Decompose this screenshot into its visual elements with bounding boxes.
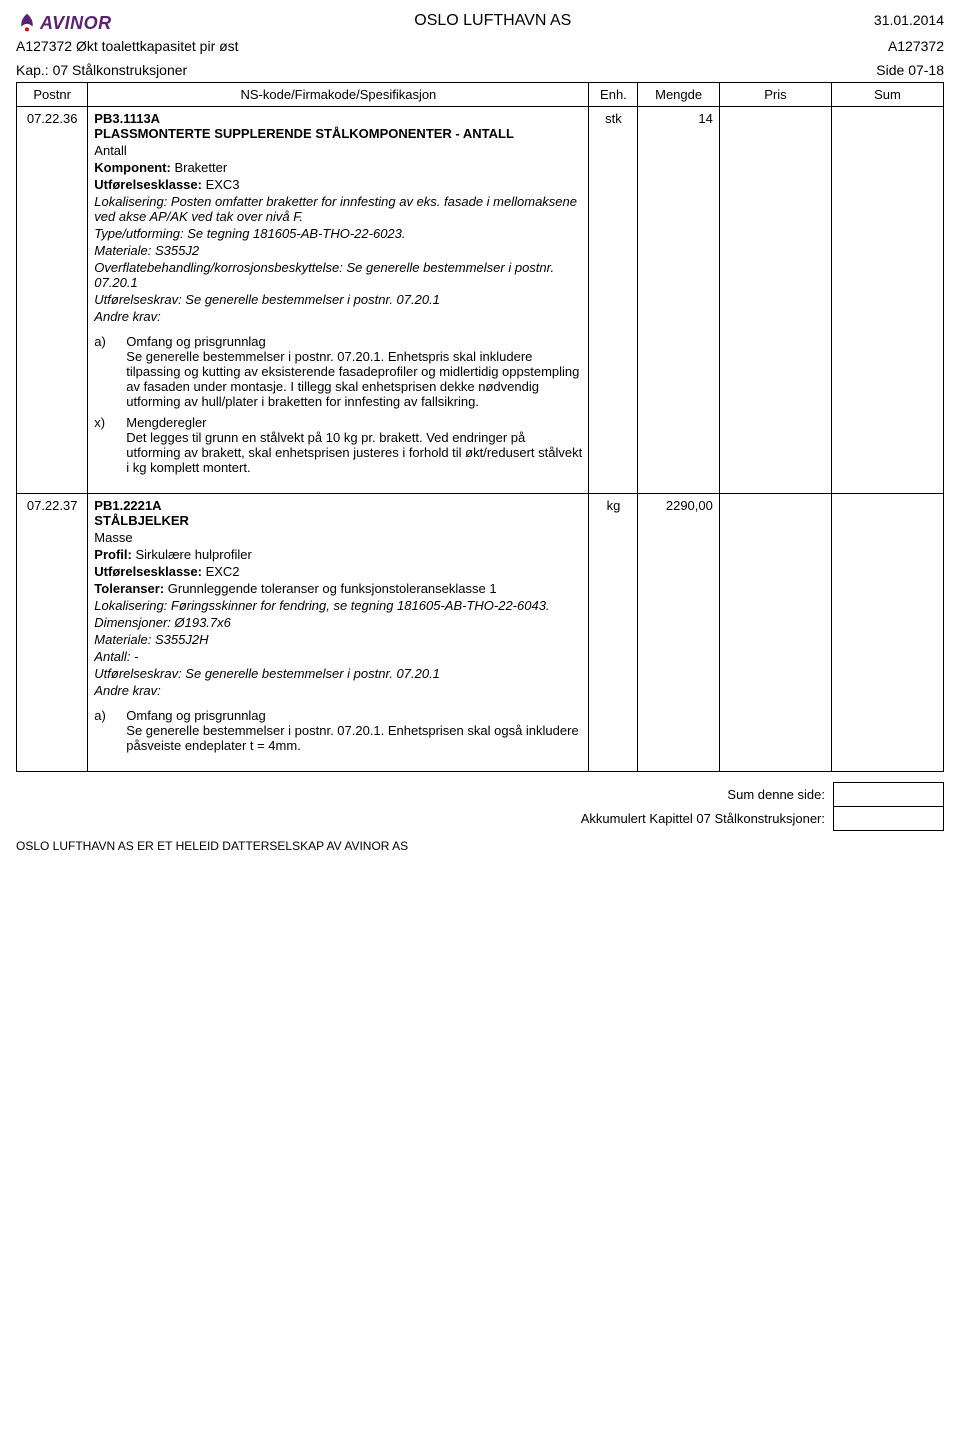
page-header: AVINOR OSLO LUFTHAVN AS 31.01.2014 [16,12,944,34]
spec-italic-line: Dimensjoner: Ø193.7x6 [94,615,582,630]
sublist-label: x) [94,415,116,475]
sum-side-label: Sum denne side: [573,783,834,807]
spec-title: PLASSMONTERTE SUPPLERENDE STÅLKOMPONENTE… [94,126,582,141]
sum-cell [831,494,943,772]
col-mengde: Mengde [638,83,719,107]
measure-label: Masse [94,530,582,545]
sublist-text: Omfang og prisgrunnlagSe generelle beste… [126,334,582,409]
andre-krav-label: Andre krav: [94,309,582,324]
sublist-item: a)Omfang og prisgrunnlagSe generelle bes… [94,708,582,753]
mengde-cell: 2290,00 [638,494,719,772]
spec-cell: PB3.1113APLASSMONTERTE SUPPLERENDE STÅLK… [88,107,589,494]
spec-line: Komponent: Braketter [94,160,582,175]
measure-label: Antall [94,143,582,158]
logo-text: AVINOR [40,13,112,34]
sum-cell [831,107,943,494]
pris-cell [719,494,831,772]
sublist-item: x)MengdereglerDet legges til grunn en st… [94,415,582,475]
spec-italic-line: Lokalisering: Føringsskinner for fendrin… [94,598,582,613]
col-postnr: Postnr [17,83,88,107]
postnr-cell: 07.22.37 [17,494,88,772]
project-title: A127372 Økt toalettkapasitet pir øst [16,38,239,54]
spec-italic-line: Utførelseskrav: Se generelle bestemmelse… [94,666,582,681]
spec-italic-line: Type/utforming: Se tegning 181605-AB-THO… [94,226,582,241]
postnr-cell: 07.22.36 [17,107,88,494]
header-date: 31.01.2014 [874,12,944,28]
andre-krav-label: Andre krav: [94,683,582,698]
subheader-2: Kap.: 07 Stålkonstruksjoner Side 07-18 [16,62,944,78]
akkumulert-box [834,807,944,831]
pris-cell [719,107,831,494]
spec-line: Utførelsesklasse: EXC3 [94,177,582,192]
spec-code: PB1.2221A [94,498,582,513]
col-sum: Sum [831,83,943,107]
sum-side-box [834,783,944,807]
col-spes: NS-kode/Firmakode/Spesifikasjon [88,83,589,107]
mengde-cell: 14 [638,107,719,494]
spec-line: Toleranser: Grunnleggende toleranser og … [94,581,582,596]
col-pris: Pris [719,83,831,107]
subheader: A127372 Økt toalettkapasitet pir øst A12… [16,38,944,54]
logo: AVINOR [16,12,112,34]
enh-cell: stk [589,107,638,494]
header-title: OSLO LUFTHAVN AS [112,12,874,30]
enh-cell: kg [589,494,638,772]
table-row: 07.22.36PB3.1113APLASSMONTERTE SUPPLEREN… [17,107,944,494]
spec-italic-line: Utførelseskrav: Se generelle bestemmelse… [94,292,582,307]
akkumulert-label: Akkumulert Kapittel 07 Stålkonstruksjone… [573,807,834,831]
spec-table: Postnr NS-kode/Firmakode/Spesifikasjon E… [16,82,944,772]
table-row: 07.22.37 PB1.2221ASTÅLBJELKER Masse Profil:… [17,494,944,772]
totals-table: Sum denne side: Akkumulert Kapittel 07 S… [573,782,944,831]
project-code: A127372 [888,38,944,54]
sublist: a)Omfang og prisgrunnlagSe generelle bes… [94,334,582,475]
sublist-label: a) [94,708,116,753]
spec-line: Utførelsesklasse: EXC2 [94,564,582,579]
spec-title: STÅLBJELKER [94,513,582,528]
sublist-item: a)Omfang og prisgrunnlagSe generelle bes… [94,334,582,409]
col-enh: Enh. [589,83,638,107]
spec-code: PB3.1113A [94,111,582,126]
totals-area: Sum denne side: Akkumulert Kapittel 07 S… [16,782,944,831]
footer-note: OSLO LUFTHAVN AS ER ET HELEID DATTERSELS… [16,839,944,853]
sublist-label: a) [94,334,116,409]
sublist-text: MengdereglerDet legges til grunn en stål… [126,415,582,475]
spec-italic-line: Materiale: S355J2H [94,632,582,647]
spec-italic-line: Materiale: S355J2 [94,243,582,258]
spec-italic-line: Antall: - [94,649,582,664]
sublist: a)Omfang og prisgrunnlagSe generelle bes… [94,708,582,753]
sublist-text: Omfang og prisgrunnlagSe generelle beste… [126,708,582,753]
spec-italic-line: Lokalisering: Posten omfatter braketter … [94,194,582,224]
spec-italic-line: Overflatebehandling/korrosjonsbeskyttels… [94,260,582,290]
spec-cell: PB1.2221ASTÅLBJELKER Masse Profil: Sirkulæ… [88,494,589,772]
page-number: Side 07-18 [876,62,944,78]
spec-line: Profil: Sirkulære hulprofiler [94,547,582,562]
logo-icon [16,12,38,34]
table-header-row: Postnr NS-kode/Firmakode/Spesifikasjon E… [17,83,944,107]
chapter-title: Kap.: 07 Stålkonstruksjoner [16,62,187,78]
